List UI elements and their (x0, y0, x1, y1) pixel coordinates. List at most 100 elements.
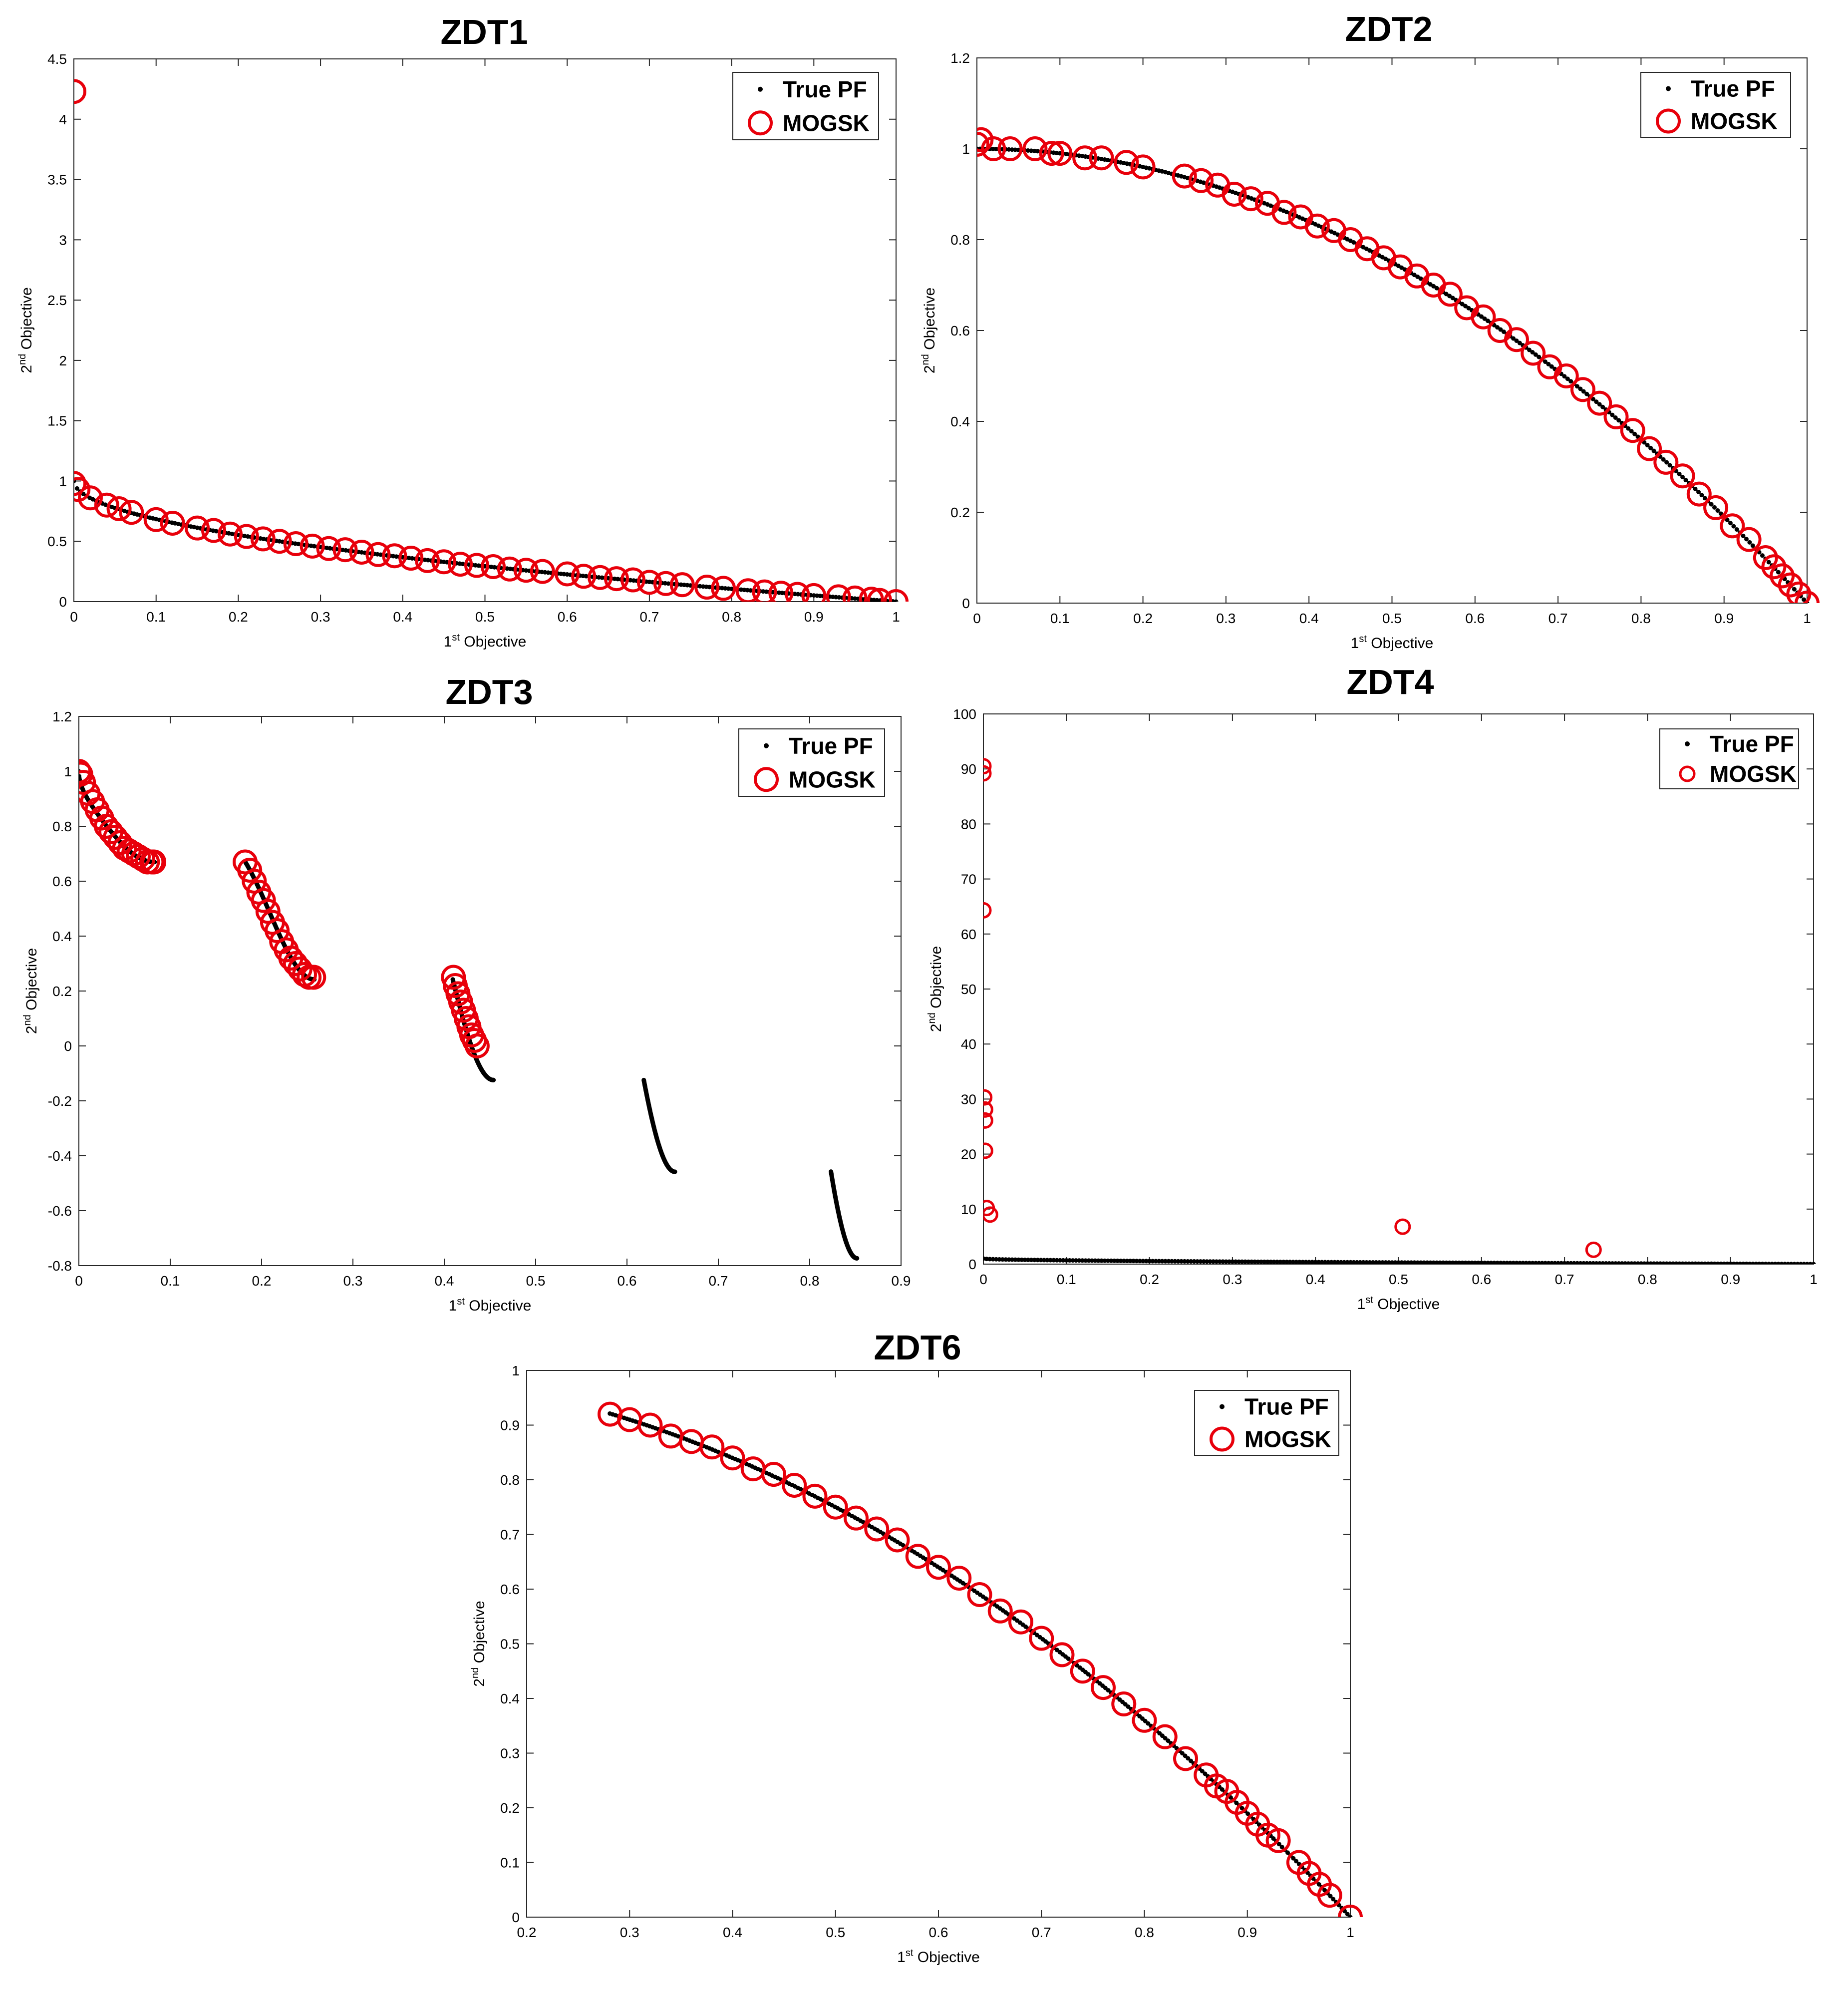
mogsk-point (983, 1112, 993, 1129)
y-tick-label: 0.6 (52, 874, 72, 889)
true-pf-point (1568, 379, 1573, 384)
mogsk-point (1265, 1828, 1291, 1853)
mogsk-point (267, 529, 292, 554)
true-pf-point (1169, 1259, 1174, 1264)
y-tick-label: 0 (968, 1257, 976, 1272)
true-pf-point (1495, 325, 1500, 330)
mogsk-point (752, 579, 777, 602)
true-pf-point (1747, 540, 1752, 545)
true-pf-point (1702, 496, 1707, 501)
x-tick-label: 0.6 (617, 1273, 637, 1289)
x-tick-label: 0.3 (620, 1925, 639, 1940)
true-pf-point (1313, 1260, 1318, 1264)
x-tick-label: 0.5 (1382, 611, 1402, 626)
mogsk-point (415, 548, 440, 573)
mogsk-point (234, 524, 259, 549)
y-tick-label: 20 (961, 1147, 976, 1162)
x-tick-label: 0.6 (1472, 1272, 1491, 1287)
true-pf-point (1086, 1258, 1091, 1263)
true-pf-point (74, 486, 79, 491)
true-pf-point (1331, 1897, 1336, 1902)
true-pf-point (1501, 329, 1506, 334)
true-pf-point (1189, 1259, 1194, 1264)
true-pf-point (1281, 1260, 1286, 1264)
mogsk-point (981, 136, 1006, 161)
x-tick-label: 0.2 (229, 609, 248, 625)
true-pf-point (1073, 1258, 1078, 1263)
mogsk-point (1130, 154, 1156, 180)
mogsk-point (926, 1555, 951, 1580)
true-pf-point (1032, 148, 1037, 153)
y-tick-label: 0.2 (950, 505, 970, 520)
mogsk-point (946, 1566, 972, 1591)
true-pf-point (1185, 1259, 1190, 1264)
true-pf-point (1205, 1259, 1210, 1264)
legend-box (732, 72, 879, 140)
true-pf-point (1252, 1259, 1257, 1264)
y-tick-label: 0.2 (500, 1800, 520, 1816)
mogsk-point (977, 131, 989, 157)
y-tick-label: -0.6 (48, 1203, 72, 1219)
true-pf-point (672, 1169, 677, 1174)
mogsk-point (1736, 527, 1762, 552)
x-tick-label: 0.7 (709, 1273, 728, 1289)
legend-mogsk-label: MOGSK (783, 110, 870, 136)
legend: True PF MOGSK (1640, 72, 1791, 138)
mogsk-point (867, 588, 893, 602)
true-pf-point (1131, 1259, 1136, 1264)
mogsk-point (1338, 1905, 1363, 1917)
true-pf-point (1242, 1259, 1247, 1264)
true-pf-point (1220, 1787, 1225, 1792)
true-pf-point (1741, 533, 1746, 538)
mogsk-point (1761, 554, 1787, 580)
true-pf-point (1594, 399, 1599, 404)
true-pf-point (1683, 477, 1688, 482)
legend-true-pf-marker (758, 86, 763, 92)
true-pf-point (1511, 336, 1516, 341)
true-pf-point (1249, 1259, 1254, 1264)
true-pf-point (1574, 384, 1579, 389)
mogsk-point (823, 1494, 848, 1520)
mogsk-point (513, 558, 539, 583)
mogsk-point (1521, 340, 1546, 366)
true-pf-point (1271, 1836, 1276, 1841)
true-pf-point (1153, 1259, 1158, 1264)
true-pf-point (1479, 314, 1484, 319)
x-tick-label: 1 (1803, 611, 1811, 626)
x-tick-label: 0.4 (1306, 1272, 1325, 1287)
true-pf-point (1530, 350, 1535, 355)
true-pf-point (1613, 415, 1618, 420)
mogsk-point (720, 1445, 745, 1471)
y-tick-label: 1.5 (47, 413, 67, 429)
mogsk-point (448, 552, 473, 577)
true-pf-point (1517, 340, 1522, 345)
mogsk-point (1022, 136, 1048, 161)
mogsk-point (987, 1598, 1013, 1624)
true-pf-point (1211, 1259, 1216, 1264)
y-tick-label: 0.1 (500, 1855, 520, 1871)
true-pf-point (1035, 1258, 1040, 1263)
true-pf-point (1664, 460, 1669, 465)
true-pf-point (1348, 1915, 1353, 1917)
mogsk-point (74, 477, 91, 502)
true-pf-point (1562, 374, 1567, 379)
true-pf-point (1610, 412, 1615, 417)
mogsk-point (636, 570, 662, 595)
true-pf-point (1058, 1258, 1063, 1263)
zdt6-panel: ZDT6 0.2 0.3 0.4 0.5 0.6 0.7 0.8 0.9 1 0 0.1 0.2 0.3 0… (449, 1328, 1398, 2002)
legend-mogsk-marker (748, 110, 773, 136)
mogsk-point (1304, 213, 1330, 239)
mogsk-point (1049, 1642, 1075, 1668)
legend-true-pf-label: True PF (1710, 731, 1794, 757)
true-pf-point (1268, 1259, 1273, 1264)
true-pf-point (1230, 1259, 1235, 1264)
x-tick-label: 0.6 (929, 1925, 948, 1940)
x-tick-label: 0.3 (311, 609, 330, 625)
true-pf-point (1239, 1259, 1244, 1264)
true-pf-point (1258, 1259, 1263, 1264)
mogsk-point (1152, 1724, 1178, 1749)
x-tick-label: 0.9 (1237, 1925, 1257, 1940)
mogsk-point (620, 567, 645, 593)
mogsk-point (217, 521, 243, 547)
true-pf-point (1182, 1259, 1187, 1264)
